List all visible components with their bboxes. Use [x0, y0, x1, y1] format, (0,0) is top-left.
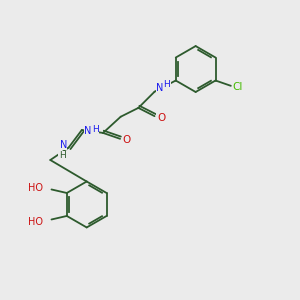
- Text: O: O: [157, 112, 165, 123]
- Text: HO: HO: [28, 218, 43, 227]
- Text: N: N: [60, 140, 67, 150]
- Text: HO: HO: [28, 183, 43, 193]
- Text: H: H: [164, 80, 170, 88]
- Text: N: N: [157, 83, 164, 93]
- Text: O: O: [122, 135, 131, 145]
- Text: H: H: [92, 124, 98, 134]
- Text: Cl: Cl: [232, 82, 242, 92]
- Text: N: N: [84, 126, 92, 136]
- Text: H: H: [59, 152, 65, 160]
